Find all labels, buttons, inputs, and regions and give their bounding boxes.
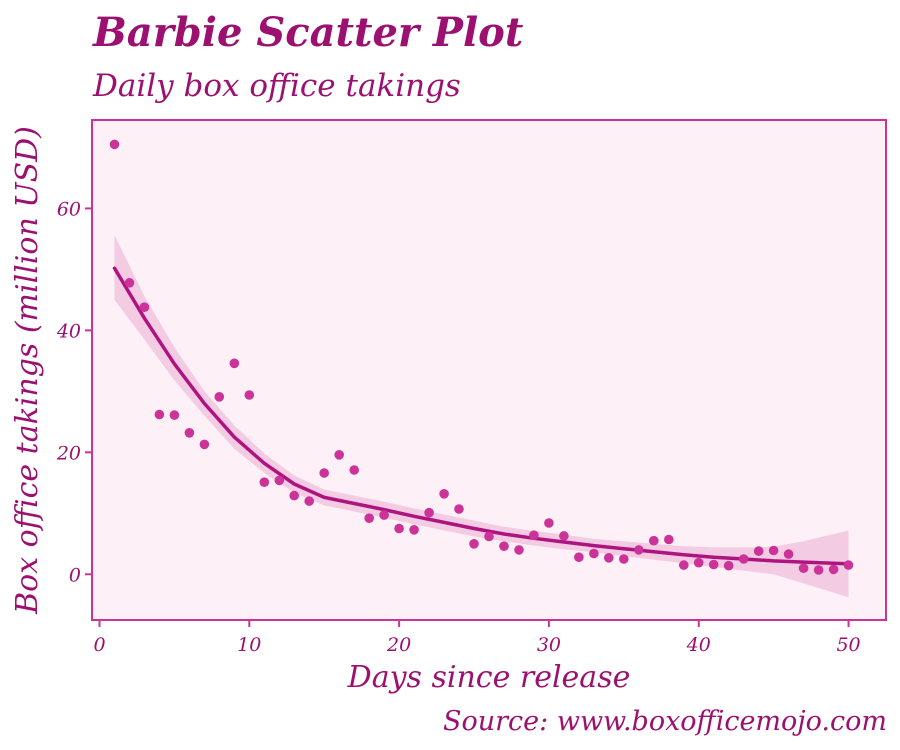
y-axis-title: Box office takings (million USD) [10, 126, 45, 615]
data-point [544, 518, 554, 528]
y-tick-label: 40 [56, 320, 81, 342]
x-tick-label: 50 [836, 634, 860, 656]
data-point [394, 523, 404, 534]
chart-title: Barbie Scatter Plot [92, 9, 524, 56]
x-tick-label: 30 [537, 634, 561, 656]
data-point [813, 565, 824, 575]
source-caption: Source: www.boxofficemojo.com [443, 706, 887, 737]
data-point [259, 477, 270, 488]
data-point [169, 410, 180, 420]
data-point [529, 530, 539, 540]
data-point [574, 552, 584, 562]
point-layer [109, 139, 854, 575]
x-tick-label: 20 [386, 634, 411, 656]
data-point [783, 549, 794, 559]
data-point [139, 302, 150, 313]
data-point [199, 439, 210, 450]
y-tick-label: 20 [56, 442, 81, 464]
data-point [634, 545, 644, 555]
data-point [229, 358, 240, 369]
data-point [409, 525, 419, 535]
data-point [708, 559, 719, 570]
data-point [484, 531, 494, 542]
x-tick-label: 40 [686, 634, 711, 656]
data-point [379, 510, 389, 520]
data-point [843, 560, 854, 570]
data-point [738, 554, 749, 564]
data-point [514, 545, 524, 555]
x-tick-label: 0 [93, 634, 105, 656]
data-point [828, 564, 839, 575]
data-point [753, 546, 764, 556]
data-point [589, 548, 599, 559]
data-point [364, 513, 375, 523]
x-axis-ticks: 0 10 20 30 40 50 [93, 620, 861, 656]
smooth-line-layer [112, 266, 851, 566]
data-point [274, 475, 285, 486]
data-point [124, 278, 135, 288]
data-point [604, 553, 614, 563]
y-tick-label: 0 [69, 564, 81, 586]
data-point [319, 468, 330, 478]
y-tick-label: 60 [57, 198, 81, 220]
x-tick-label: 10 [237, 634, 261, 656]
plot-panel [91, 119, 887, 621]
data-point [693, 557, 704, 568]
data-point [349, 465, 360, 475]
data-point [244, 390, 255, 400]
y-axis-ticks: 0 20 40 60 [56, 198, 92, 586]
data-point [109, 139, 120, 150]
data-point [768, 545, 779, 556]
data-point [184, 428, 195, 438]
chart-subtitle: Daily box office takings [92, 68, 461, 104]
data-point [499, 541, 509, 551]
data-point [334, 450, 345, 460]
data-point [154, 409, 165, 420]
smooth-trend-line [112, 266, 851, 566]
data-point [304, 496, 315, 506]
data-point [723, 560, 734, 571]
data-point [798, 563, 809, 573]
x-axis-title: Days since release [347, 660, 631, 695]
data-point [469, 539, 479, 549]
data-point [679, 560, 689, 570]
data-point [559, 531, 569, 541]
data-point [439, 489, 449, 499]
data-point [649, 535, 659, 546]
data-point [619, 554, 629, 564]
data-point [454, 504, 464, 514]
data-point [289, 490, 300, 501]
data-point [664, 534, 674, 545]
data-point [424, 507, 434, 518]
data-point [214, 392, 225, 402]
